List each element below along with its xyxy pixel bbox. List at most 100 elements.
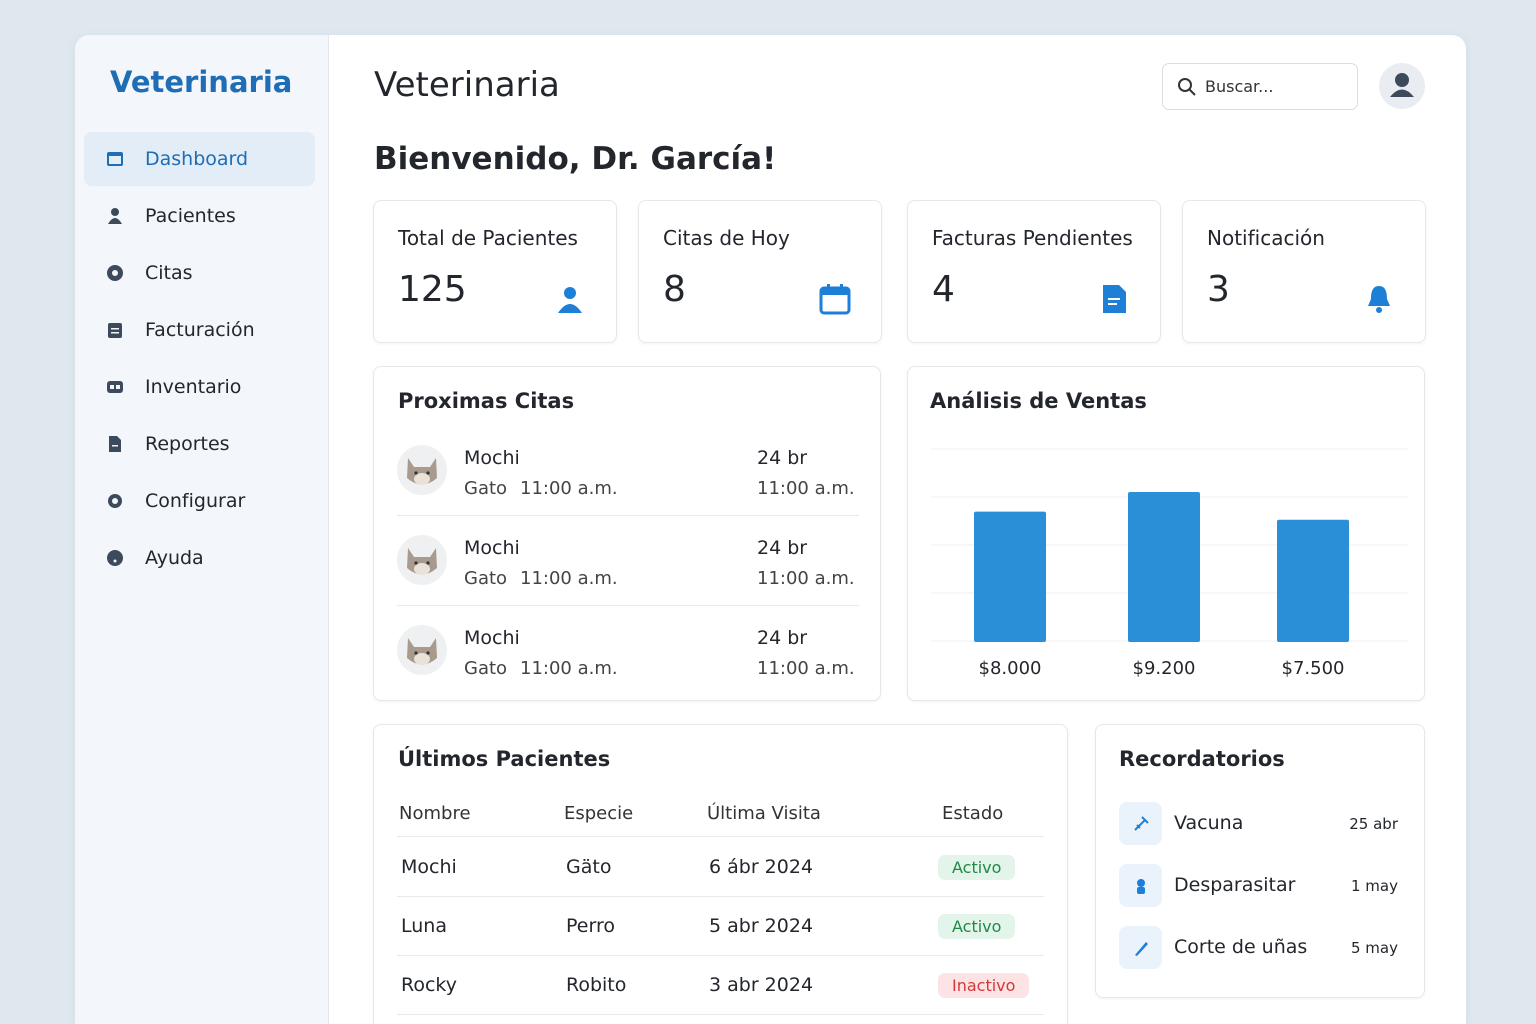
bar-value-label: $9.200 bbox=[1133, 658, 1196, 679]
stat-label: Notificación bbox=[1207, 226, 1325, 250]
table-cell: 6 ábr 2024 bbox=[709, 856, 814, 878]
menu-label: Citas bbox=[145, 262, 193, 284]
appt-date-time: 11:00 a.m. bbox=[757, 478, 855, 499]
bar-value-label: $7.500 bbox=[1282, 658, 1345, 679]
appt-date: 24 br bbox=[757, 447, 808, 469]
card-title: Proximas Citas bbox=[398, 389, 575, 413]
reminder-label: Corte de uñas bbox=[1174, 936, 1308, 958]
menu-label: Dashboard bbox=[145, 148, 249, 170]
appt-date-time: 11:00 a.m. bbox=[757, 658, 855, 679]
icon bbox=[1368, 286, 1390, 313]
stat-label: Facturas Pendientes bbox=[932, 226, 1133, 250]
icon bbox=[558, 287, 582, 313]
appt-date: 24 br bbox=[757, 627, 808, 649]
icon bbox=[1134, 941, 1148, 956]
reminder-date: 1 may bbox=[1351, 877, 1398, 895]
stat-icon bbox=[819, 283, 851, 319]
table-cell: Gäto bbox=[566, 856, 612, 878]
stat-value: 4 bbox=[932, 269, 955, 310]
status-badge: Inactivo bbox=[938, 973, 1030, 998]
table-cell: Perro bbox=[566, 915, 615, 937]
reminder-date: 25 abr bbox=[1349, 815, 1398, 833]
appointments-card: Proximas Citas Mochi Gato 11:00 a.m. 24 br 1… bbox=[373, 366, 881, 701]
menu-item[interactable]: Pacientes bbox=[84, 189, 315, 243]
status-badge: Activo bbox=[938, 855, 1016, 880]
reminders-card: Recordatorios Vacuna 25 abr Desparasitar 1 … bbox=[1095, 724, 1425, 998]
stat-value: 125 bbox=[398, 269, 467, 310]
bar bbox=[1277, 519, 1349, 642]
pet-species: Gato bbox=[464, 658, 508, 679]
appt-time: 11:00 a.m. bbox=[520, 568, 618, 589]
pet-name: Mochi bbox=[464, 447, 520, 469]
menu-label: Inventario bbox=[145, 376, 242, 398]
stat-card: Total de Pacientes 125 bbox=[373, 200, 617, 343]
reminder-label: Desparasitar bbox=[1174, 874, 1296, 896]
column-header: Estado bbox=[942, 803, 1004, 824]
user-avatar[interactable] bbox=[1378, 62, 1426, 110]
search-box[interactable]: Buscar... bbox=[1162, 63, 1358, 110]
menu-label: Facturación bbox=[145, 319, 255, 341]
table-cell: Luna bbox=[401, 915, 447, 937]
icon bbox=[1133, 815, 1149, 831]
divider bbox=[397, 515, 859, 516]
divider bbox=[397, 896, 1044, 897]
pet-species: Gato bbox=[464, 568, 508, 589]
divider bbox=[397, 605, 859, 606]
menu-item[interactable]: Ayuda bbox=[84, 531, 315, 585]
cat-photo bbox=[397, 445, 447, 495]
menu-item[interactable]: Facturación bbox=[84, 303, 315, 357]
reminder-icon bbox=[1119, 926, 1162, 969]
menu-label: Configurar bbox=[145, 490, 246, 512]
appt-date: 24 br bbox=[757, 537, 808, 559]
column-header: Última Visita bbox=[707, 803, 821, 824]
stat-value: 3 bbox=[1207, 269, 1230, 310]
divider bbox=[397, 836, 1044, 837]
bar bbox=[974, 511, 1046, 642]
appt-time: 11:00 a.m. bbox=[520, 478, 618, 499]
icon bbox=[108, 323, 122, 338]
pet-avatar bbox=[397, 445, 447, 499]
status-badge: Activo bbox=[938, 914, 1016, 939]
divider bbox=[397, 1014, 1044, 1015]
pet-avatar bbox=[397, 625, 447, 679]
bar bbox=[1128, 492, 1200, 642]
column-header: Nombre bbox=[399, 803, 471, 824]
reminder-icon bbox=[1119, 864, 1162, 907]
search-icon bbox=[1178, 77, 1196, 96]
icon bbox=[107, 152, 123, 166]
table-cell: 5 abr 2024 bbox=[709, 915, 814, 937]
table-cell: Robito bbox=[566, 974, 627, 996]
pet-species: Gato bbox=[464, 478, 508, 499]
sales-chart: $8.000 $9.200 $7.500 bbox=[931, 448, 1408, 679]
menu-item[interactable]: Reportes bbox=[84, 417, 315, 471]
icon bbox=[1136, 878, 1145, 894]
icon bbox=[107, 265, 123, 281]
table-cell: 3 abr 2024 bbox=[709, 974, 814, 996]
icon bbox=[107, 381, 123, 393]
sales-card: Análisis de Ventas $8.000 $9.200 $7.500 bbox=[907, 366, 1425, 701]
pet-name: Mochi bbox=[464, 627, 520, 649]
stat-card: Citas de Hoy 8 bbox=[638, 200, 882, 343]
menu-label: Reportes bbox=[145, 433, 230, 455]
icon bbox=[108, 494, 122, 508]
column-header: Especie bbox=[564, 803, 634, 824]
page-title: Veterinaria bbox=[374, 65, 560, 105]
sidebar: Veterinaria Dashboard Pacientes Citas Factu… bbox=[75, 35, 329, 1024]
appt-date-time: 11:00 a.m. bbox=[757, 568, 855, 589]
menu-label: Pacientes bbox=[145, 205, 236, 227]
menu-item[interactable]: Inventario bbox=[84, 360, 315, 414]
app-window: Veterinaria Dashboard Pacientes Citas Factu… bbox=[75, 35, 1466, 1024]
stat-label: Citas de Hoy bbox=[663, 226, 790, 250]
divider bbox=[397, 955, 1044, 956]
icon bbox=[1103, 285, 1126, 313]
reminder-date: 5 may bbox=[1351, 939, 1398, 957]
menu-item[interactable]: Dashboard bbox=[84, 132, 315, 186]
menu-item[interactable]: Configurar bbox=[84, 474, 315, 528]
card-title: Análisis de Ventas bbox=[930, 389, 1147, 413]
pet-avatar bbox=[397, 535, 447, 589]
reminder-icon bbox=[1119, 802, 1162, 845]
brand: Veterinaria bbox=[110, 65, 293, 99]
appt-time: 11:00 a.m. bbox=[520, 658, 618, 679]
menu-item[interactable]: Citas bbox=[84, 246, 315, 300]
